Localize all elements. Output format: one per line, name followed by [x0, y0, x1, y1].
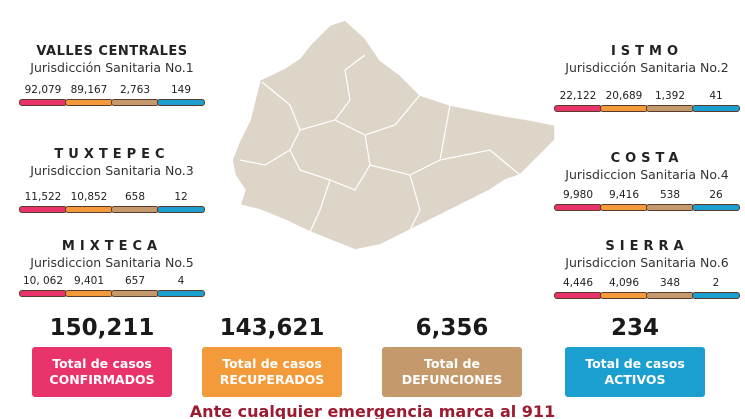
- deaths-value: 348: [659, 277, 681, 289]
- region-title: MIXTECA: [61, 239, 163, 254]
- total-label-line1: Total de casos: [585, 356, 685, 371]
- region-title: ISTMO: [610, 44, 684, 59]
- total-value: 234: [610, 315, 659, 341]
- confirmed-bar: [554, 292, 602, 299]
- total-label-box: Total de DEFUNCIONES: [382, 347, 522, 397]
- total-label-box: Total de casos ACTIVOS: [565, 347, 705, 397]
- recovered-value: 4,096: [608, 277, 640, 289]
- active-value: 12: [174, 191, 188, 203]
- region-tuxtepec: TUXTEPEC Jurisdiccion Sanitaria No.3 11,…: [19, 147, 205, 213]
- recovered-bar: [65, 99, 113, 106]
- active-bar: [692, 204, 740, 211]
- emergency-footer: Ante cualquier emergencia marca al 911: [189, 402, 556, 419]
- region-borders: [239, 54, 521, 233]
- recovered-value: 9,401: [73, 275, 105, 287]
- total-label-box: Total de casos RECUPERADOS: [202, 347, 342, 397]
- region-subtitle: Jurisdiccion Sanitaria No.6: [565, 255, 729, 270]
- region-title: VALLES CENTRALES: [36, 44, 188, 59]
- region-subtitle: Jurisdicción Sanitaria No.1: [30, 60, 194, 75]
- region-subtitle: Jurisdiccion Sanitaria No.5: [30, 255, 194, 270]
- region-title: SIERRA: [605, 239, 689, 254]
- deaths-value: 2,763: [119, 84, 151, 96]
- deaths-value: 1,392: [654, 90, 686, 102]
- total-label-line1: Total de casos: [222, 356, 322, 371]
- recovered-bar: [65, 206, 113, 213]
- total-value: 143,621: [219, 315, 325, 341]
- active-value: 26: [709, 189, 723, 201]
- active-value: 4: [177, 275, 185, 287]
- active-value: 2: [712, 277, 720, 289]
- region-title: COSTA: [610, 151, 684, 166]
- confirmed-value: 22,122: [559, 90, 597, 102]
- confirmed-bar: [19, 206, 67, 213]
- confirmed-value: 10, 062: [22, 275, 64, 287]
- total-label-line2: DEFUNCIONES: [401, 372, 503, 387]
- active-bar: [157, 206, 205, 213]
- confirmed-value: 11,522: [24, 191, 62, 203]
- recovered-value: 9,416: [608, 189, 640, 201]
- deaths-bar: [646, 204, 694, 211]
- deaths-value: 658: [124, 191, 146, 203]
- deaths-bar: [646, 292, 694, 299]
- confirmed-bar: [554, 204, 602, 211]
- total-label-box: Total de casos CONFIRMADOS: [32, 347, 172, 397]
- recovered-bar: [65, 290, 113, 297]
- recovered-value: 10,852: [70, 191, 108, 203]
- total-label-line2: ACTIVOS: [604, 372, 666, 387]
- region-valles-centrales: VALLES CENTRALES Jurisdicción Sanitaria …: [19, 44, 205, 106]
- recovered-bar: [600, 292, 648, 299]
- active-bar: [157, 99, 205, 106]
- confirmed-bar: [554, 105, 602, 112]
- region-subtitle: Jurisdiccion Sanitaria No.3: [30, 163, 194, 178]
- deaths-bar: [111, 206, 159, 213]
- total-label-line1: Total de: [424, 356, 480, 371]
- total-label-line1: Total de casos: [52, 356, 152, 371]
- region-subtitle: Jurisdiccion Sanitaria No.4: [565, 167, 729, 182]
- confirmed-value: 4,446: [562, 277, 594, 289]
- confirmed-value: 92,079: [24, 84, 62, 96]
- total-recovered: 143,621 Total de casos RECUPERADOS: [202, 314, 342, 397]
- region-title: TUXTEPEC: [54, 147, 170, 162]
- active-bar: [692, 292, 740, 299]
- deaths-bar: [646, 105, 694, 112]
- active-value: 41: [709, 90, 723, 102]
- total-label-line2: RECUPERADOS: [219, 372, 325, 387]
- deaths-bar: [111, 99, 159, 106]
- total-active: 234 Total de casos ACTIVOS: [565, 314, 705, 397]
- recovered-bar: [600, 105, 648, 112]
- recovered-bar: [600, 204, 648, 211]
- active-value: 149: [170, 84, 192, 96]
- region-istmo: ISTMO Jurisdicción Sanitaria No.2 22,122…: [554, 44, 740, 112]
- confirmed-bar: [19, 99, 67, 106]
- deaths-bar: [111, 290, 159, 297]
- total-value: 6,356: [415, 315, 489, 341]
- active-bar: [692, 105, 740, 112]
- total-value: 150,211: [49, 315, 155, 341]
- region-mixteca: MIXTECA Jurisdiccion Sanitaria No.5 10, …: [19, 239, 205, 297]
- active-bar: [157, 290, 205, 297]
- region-costa: COSTA Jurisdiccion Sanitaria No.4 9,980 …: [554, 151, 740, 211]
- recovered-value: 20,689: [605, 90, 643, 102]
- oaxaca-state-shape: [231, 19, 556, 251]
- deaths-value: 657: [124, 275, 146, 287]
- total-label-line2: CONFIRMADOS: [49, 372, 155, 387]
- total-deaths: 6,356 Total de DEFUNCIONES: [382, 314, 522, 397]
- recovered-value: 89,167: [70, 84, 108, 96]
- confirmed-bar: [19, 290, 67, 297]
- total-confirmed: 150,211 Total de casos CONFIRMADOS: [32, 314, 172, 397]
- confirmed-value: 9,980: [562, 189, 594, 201]
- deaths-value: 538: [659, 189, 681, 201]
- region-subtitle: Jurisdicción Sanitaria No.2: [565, 60, 729, 75]
- region-sierra: SIERRA Jurisdiccion Sanitaria No.6 4,446…: [554, 239, 740, 299]
